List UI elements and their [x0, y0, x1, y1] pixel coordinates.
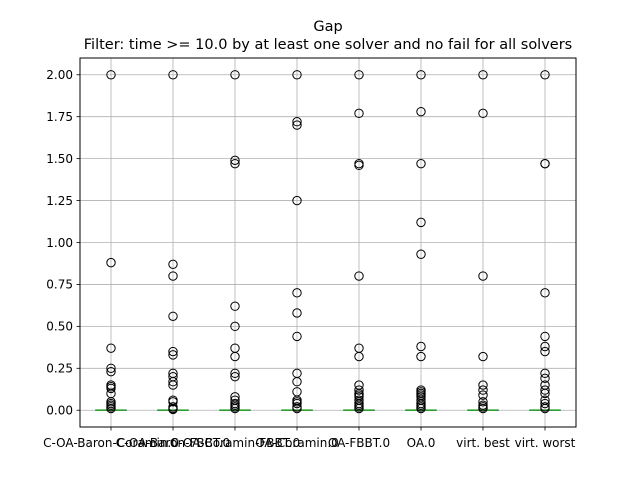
x-tick-label: OA-Coramin.0	[255, 436, 339, 450]
x-tick-label: OA-FBBT.0	[328, 436, 390, 450]
chart-title: Gap	[313, 19, 342, 35]
y-tick-label: 1.25	[46, 194, 73, 208]
x-tick-label: virt. best	[456, 436, 510, 450]
chart-subtitle: Filter: time >= 10.0 by at least one sol…	[84, 37, 572, 53]
y-tick-label: 1.00	[46, 236, 73, 250]
y-tick-label: 0.25	[46, 362, 73, 376]
y-tick-label: 1.50	[46, 152, 73, 166]
y-tick-label: 0.00	[46, 404, 73, 418]
x-tick-label: OA.0	[407, 436, 436, 450]
x-tick-label: virt. worst	[515, 436, 576, 450]
y-tick-label: 2.00	[46, 68, 73, 82]
y-tick-label: 0.75	[46, 278, 73, 292]
y-tick-label: 1.75	[46, 110, 73, 124]
y-tick-label: 0.50	[46, 320, 73, 334]
